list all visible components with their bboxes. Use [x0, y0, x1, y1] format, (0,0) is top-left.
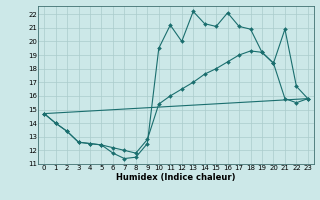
X-axis label: Humidex (Indice chaleur): Humidex (Indice chaleur)	[116, 173, 236, 182]
